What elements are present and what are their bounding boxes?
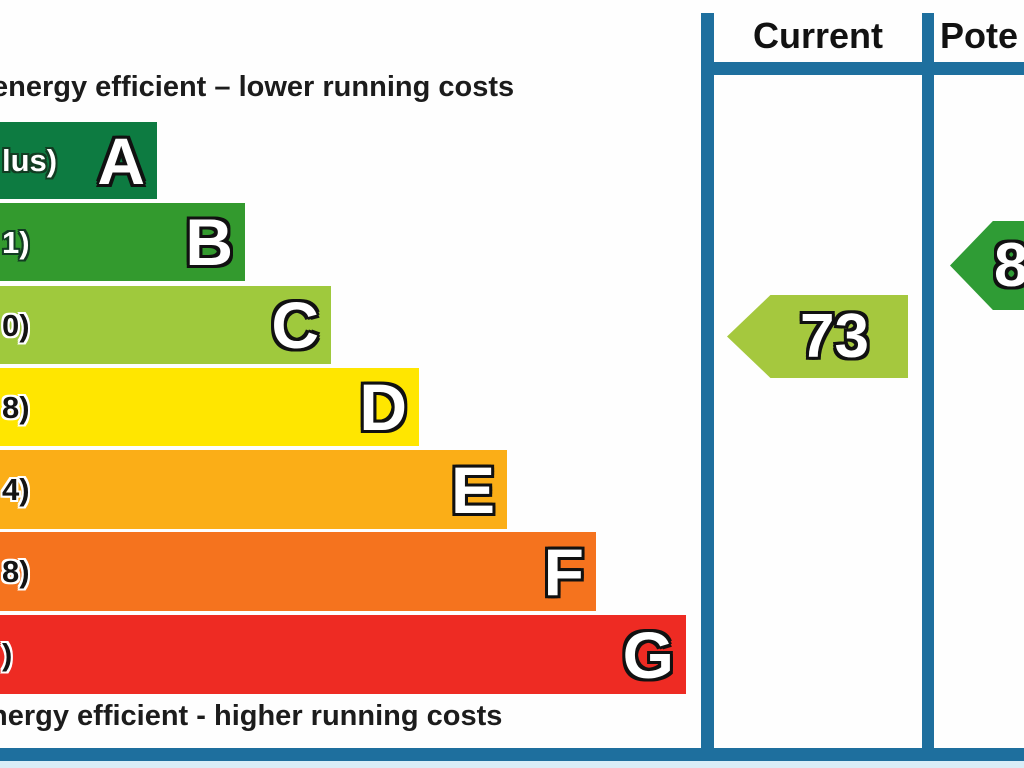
band-f-letter: F	[543, 534, 584, 609]
band-g-bar: ) G	[0, 615, 686, 694]
band-b-range-label: 1)	[2, 224, 30, 260]
band-a-bar: lus) A	[0, 122, 157, 199]
band-f-bar: 8) F	[0, 532, 596, 611]
current-rating-arrow: 73	[727, 295, 908, 378]
band-e-bar: 4) E	[0, 450, 507, 529]
current-column-header: Current	[752, 15, 883, 56]
band-a-range-label: lus)	[2, 143, 58, 178]
band-e-letter: E	[450, 452, 495, 527]
band-a-letter: A	[97, 123, 145, 198]
column-divider-left	[701, 13, 714, 761]
top-caption: energy efficient – lower running costs	[0, 71, 515, 103]
band-d-letter: D	[359, 370, 407, 444]
potential-rating-value: 8	[994, 230, 1024, 300]
header-underline	[701, 62, 1024, 75]
bottom-border	[0, 748, 1024, 761]
current-rating-value: 73	[800, 301, 869, 371]
band-d-range-label: 8)	[2, 389, 30, 425]
band-g-range-label: )	[2, 637, 13, 672]
band-e-range-label: 4)	[2, 472, 30, 507]
bottom-light-strip	[0, 761, 1024, 768]
band-c-letter: C	[271, 288, 319, 362]
potential-column-header: Pote	[940, 15, 1019, 56]
band-b-bar: 1) B	[0, 203, 245, 281]
band-g-letter: G	[622, 617, 674, 692]
band-c-range-label: 0)	[2, 307, 30, 343]
band-d-bar: 8) D	[0, 368, 419, 446]
bottom-caption: nergy efficient - higher running costs	[0, 700, 503, 732]
band-c-bar: 0) C	[0, 286, 331, 364]
column-divider-right	[922, 13, 934, 761]
band-f-range-label: 8)	[2, 554, 30, 589]
potential-rating-arrow: 8	[950, 221, 1024, 310]
band-b-letter: B	[185, 205, 233, 279]
